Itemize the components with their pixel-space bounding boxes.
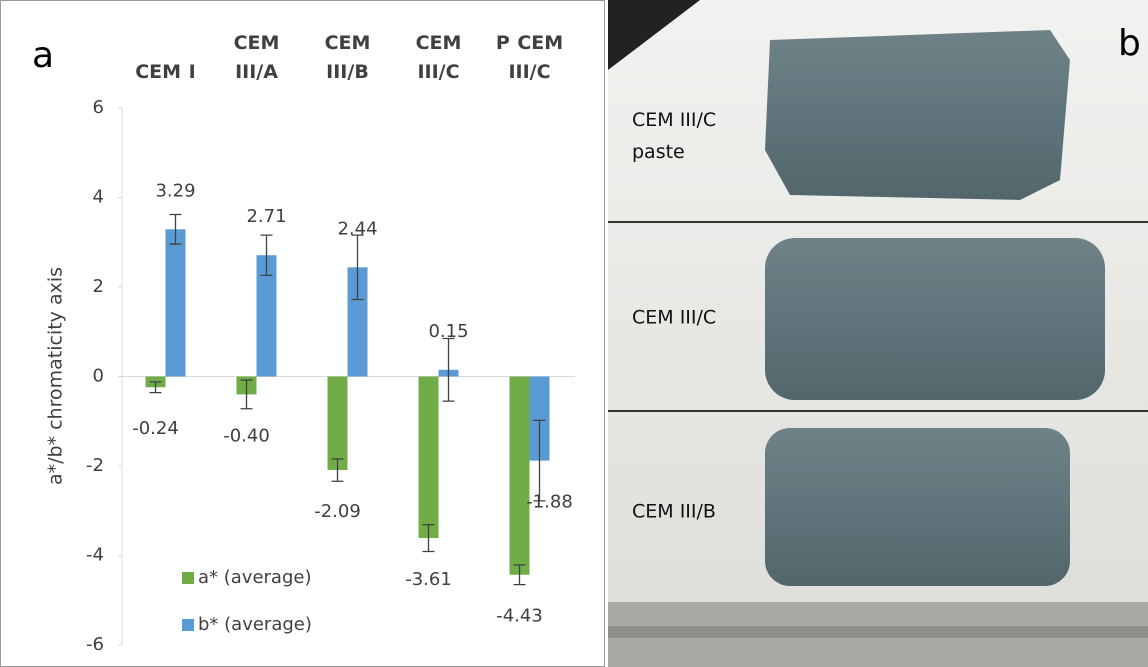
photo-label: CEM III/B bbox=[632, 501, 716, 523]
error-bar bbox=[149, 381, 162, 394]
y-tick-label: -4 bbox=[86, 545, 104, 566]
bar bbox=[418, 376, 439, 539]
data-label: 2.71 bbox=[246, 206, 286, 227]
data-label: 3.29 bbox=[155, 180, 195, 201]
bar bbox=[256, 255, 277, 377]
x-tick-label: CEM III/C bbox=[415, 32, 462, 83]
data-label: -1.88 bbox=[526, 492, 573, 513]
data-label: -0.24 bbox=[132, 418, 179, 439]
bar bbox=[165, 229, 186, 377]
error-bar bbox=[169, 213, 182, 245]
panel-a-frame bbox=[0, 0, 605, 667]
y-tick-label: -2 bbox=[86, 455, 104, 476]
panel-label: b bbox=[1118, 23, 1141, 64]
y-tick-label: 4 bbox=[93, 187, 104, 208]
legend-swatch bbox=[182, 619, 194, 631]
bar bbox=[347, 267, 368, 377]
photo-label: CEM III/C bbox=[632, 307, 716, 329]
data-label: 2.44 bbox=[337, 218, 377, 239]
legend-swatch bbox=[182, 572, 194, 584]
data-label: -3.61 bbox=[405, 569, 452, 590]
x-tick-label: CEM III/A bbox=[233, 32, 280, 83]
error-bar bbox=[331, 458, 344, 482]
data-label: 0.15 bbox=[428, 321, 468, 342]
legend-label: b* (average) bbox=[198, 614, 312, 635]
y-tick-label: 0 bbox=[93, 366, 104, 387]
data-label: -2.09 bbox=[314, 501, 361, 522]
bar bbox=[509, 376, 530, 575]
data-label: -4.43 bbox=[496, 606, 543, 627]
bar bbox=[327, 376, 348, 471]
y-tick-label: -6 bbox=[86, 634, 104, 655]
error-bar bbox=[240, 379, 253, 410]
y-tick-label: 2 bbox=[93, 276, 104, 297]
error-bar bbox=[260, 234, 273, 277]
bar bbox=[529, 376, 550, 461]
y-axis-title: a*/b* chromaticity axis bbox=[45, 267, 67, 485]
x-tick-label: CEM III/B bbox=[324, 32, 371, 83]
panel-label: a bbox=[32, 35, 54, 76]
data-label: -0.40 bbox=[223, 425, 270, 446]
y-tick-label: 6 bbox=[93, 97, 104, 118]
legend-label: a* (average) bbox=[198, 567, 311, 588]
error-bar bbox=[442, 337, 455, 402]
x-tick-label: CEM I bbox=[135, 61, 196, 83]
error-bar bbox=[351, 234, 364, 301]
photo-panel bbox=[608, 0, 1148, 667]
error-bar bbox=[422, 523, 435, 553]
error-bar bbox=[513, 564, 526, 586]
x-tick-label: P CEM III/C bbox=[495, 32, 564, 83]
error-bar bbox=[533, 419, 546, 502]
photo-label: CEM III/C paste bbox=[632, 109, 716, 163]
